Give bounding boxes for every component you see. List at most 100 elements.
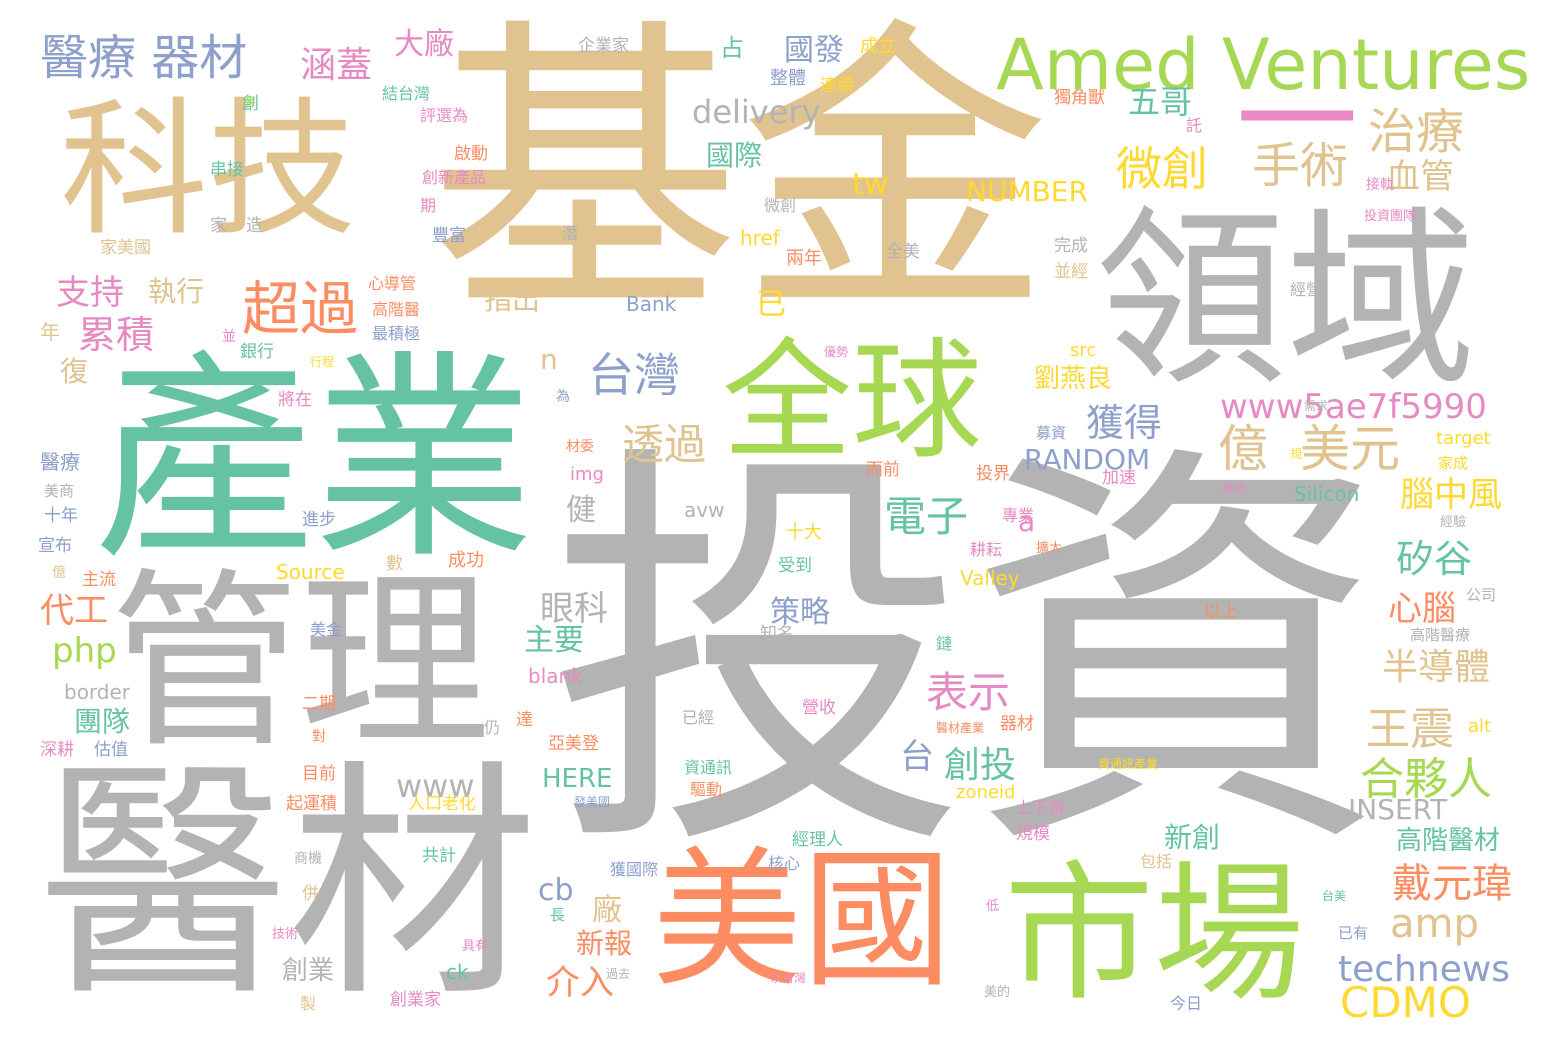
word: 資通訊 (684, 758, 733, 777)
word: 微創 (764, 196, 797, 215)
word: 主流 (82, 570, 116, 590)
word: 代工 (40, 591, 108, 631)
word: amp (1390, 901, 1479, 947)
word: Source (276, 560, 345, 584)
word: src (1070, 340, 1097, 361)
word: 投資團隊 (1364, 209, 1417, 224)
word: 超過 (242, 275, 359, 343)
word: Silicon (1294, 482, 1360, 506)
word: 角色 (1222, 481, 1247, 495)
word: 醫療 器材 (40, 30, 248, 86)
word: 一 (1236, 50, 1358, 192)
word: ck (446, 960, 469, 984)
word: 仍 (484, 718, 501, 737)
word: 過去 (606, 967, 631, 981)
word: 劉燕良 (1034, 364, 1113, 394)
word: 託 (1186, 116, 1203, 135)
word: 估值 (94, 740, 128, 760)
word: 億 (52, 565, 66, 581)
word: 需求 (1304, 399, 1329, 413)
word: 結台灣 (382, 84, 431, 103)
word: 技術 (272, 927, 299, 942)
word: 市場 (1004, 848, 1305, 1022)
word: 支持 (56, 273, 124, 313)
word: 十大 (786, 522, 822, 543)
word: 人口老化 (408, 794, 476, 814)
word: 新創 (1164, 821, 1221, 854)
word: RANDOM (1024, 443, 1151, 476)
word: 成功 (448, 550, 484, 571)
word: 公司 (1466, 586, 1497, 604)
word: 高階醫材 (1396, 826, 1501, 856)
word: target (1436, 428, 1491, 449)
word: 經理人 (792, 830, 843, 850)
word: 豐富 (432, 226, 466, 246)
word: 資通訊產業 (1098, 757, 1159, 771)
word: 美金 (310, 620, 343, 639)
word: img (570, 464, 604, 485)
word: CDMO (1340, 978, 1471, 1027)
word: 策略 (770, 595, 830, 630)
word: 專業 (1002, 506, 1035, 525)
word: 將在 (278, 390, 312, 410)
word: 台 (900, 737, 934, 777)
word: 合夥人 (1360, 754, 1492, 805)
word: 以上 (1204, 602, 1238, 622)
word: 募資 (1036, 424, 1067, 442)
word: 核心 (768, 854, 801, 873)
word: 美的 (984, 985, 1011, 1000)
word: HERE (542, 764, 613, 794)
word: 睿 (244, 95, 257, 109)
word: 發美國 (574, 795, 611, 809)
word: 連續 (820, 76, 854, 96)
word: 矽谷 (1396, 537, 1473, 581)
word: 領域 (1096, 190, 1477, 411)
word: 最積極 (372, 324, 421, 343)
word: 億 (1218, 420, 1268, 478)
word: 二期 (302, 694, 336, 714)
word: 台灣 (588, 348, 680, 402)
word: 已有 (1338, 924, 1369, 942)
word: 醫材 (38, 739, 538, 1030)
word: 管理 (110, 552, 491, 773)
word: 創投 (944, 745, 1017, 786)
word: border (64, 680, 131, 704)
word: 經營 (1290, 280, 1323, 299)
word: 包括 (1140, 852, 1173, 871)
word: 併 (302, 884, 319, 904)
word: 已 (756, 287, 786, 322)
word: 營收 (802, 698, 836, 718)
word: 亞美登 (548, 734, 599, 754)
word: tw (852, 167, 889, 202)
word: 長 (550, 906, 566, 924)
word: 對 (312, 729, 326, 745)
word: 宣布 (38, 536, 72, 556)
word: 台美 (1322, 889, 1347, 903)
word: 王震 (1366, 704, 1454, 755)
word: 治療 (1368, 104, 1465, 160)
word: 獲得 (1086, 401, 1163, 445)
word: 手術 (1252, 138, 1349, 194)
word: a (1018, 505, 1036, 538)
word: 復 (60, 355, 89, 388)
word: php (52, 631, 117, 671)
word: 整體 (770, 68, 806, 89)
word: 高階醫 (372, 300, 421, 319)
word: 基金 (430, 0, 1050, 355)
word: 投界 (976, 464, 1010, 484)
word: 完成 (1054, 236, 1088, 256)
word: 擴大 (1036, 541, 1063, 556)
word: 創 (242, 94, 259, 114)
word: 新報 (576, 927, 633, 960)
word: 規模 (1016, 824, 1050, 844)
word: 微創 (1116, 142, 1208, 196)
word: 驅動 (690, 780, 723, 799)
word: 經驗 (1440, 515, 1467, 530)
word: 深耕 (40, 740, 74, 760)
word: 半導體 (1382, 647, 1491, 688)
word: 健 (566, 493, 596, 528)
word: alt (1468, 716, 1492, 737)
word: 共計 (422, 846, 456, 866)
word: 產業 (94, 332, 535, 588)
word: 十年 (44, 506, 78, 526)
